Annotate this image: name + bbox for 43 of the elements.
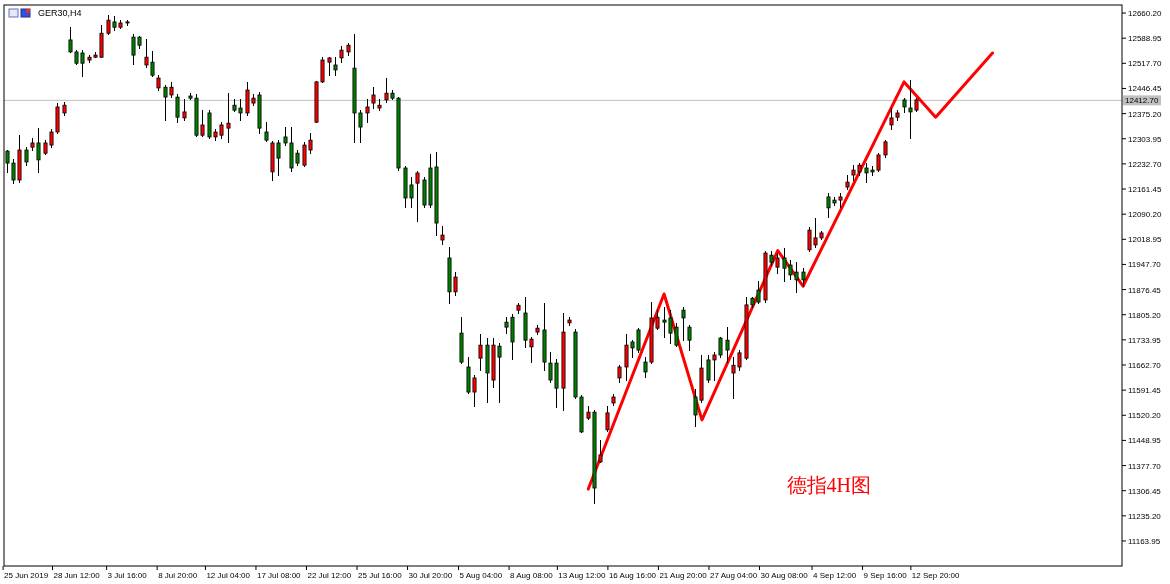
y-tick-label: 11377.70: [1128, 461, 1162, 471]
y-tick-label: 12660.20: [1128, 9, 1162, 19]
x-tick-label: 12 Jul 04:00: [206, 571, 251, 580]
x-tick-label: 12 Sep 20:00: [911, 571, 961, 580]
y-tick-label: 11947.70: [1128, 260, 1162, 270]
y-tick-label: 11448.95: [1128, 436, 1162, 446]
y-tick-label: 11805.20: [1128, 310, 1162, 320]
x-tick-label: 4 Sep 12:00: [813, 571, 857, 580]
y-tick-label: 11876.45: [1128, 285, 1162, 295]
x-tick-label: 9 Sep 16:00: [863, 571, 908, 580]
y-tick-label: 12375.20: [1128, 109, 1162, 119]
x-tick-label: 28 Jun 12:00: [53, 571, 101, 580]
x-tick-label: 5 Aug 04:00: [459, 571, 503, 580]
y-tick-label: 12588.95: [1128, 34, 1162, 44]
x-tick-label: 8 Jul 20:00: [158, 571, 198, 580]
x-tick-label: 21 Aug 20:00: [659, 571, 708, 580]
x-tick-label: 22 Jul 12:00: [307, 571, 352, 580]
y-tick-label: 12161.45: [1128, 185, 1162, 195]
y-tick-label: 11235.20: [1128, 511, 1162, 521]
x-tick-label: 13 Aug 12:00: [558, 571, 607, 580]
y-tick-label: 12232.70: [1128, 159, 1162, 169]
x-tick-label: 27 Aug 04:00: [709, 571, 758, 580]
y-tick-label: 11591.45: [1128, 386, 1162, 396]
y-tick-label: 12446.45: [1128, 84, 1162, 94]
y-tick-label: 11733.95: [1128, 335, 1162, 345]
x-tick-label: 17 Jul 08:00: [256, 571, 302, 580]
x-tick-label: 25 Jun 2019: [4, 571, 49, 580]
chart-title: GER30,H4: [38, 8, 82, 18]
annotation: 德指4H图: [786, 473, 872, 496]
x-tick-label: 30 Aug 08:00: [760, 571, 809, 580]
x-tick-label: 3 Jul 16:00: [107, 571, 148, 580]
y-tick-label: 11163.95: [1128, 536, 1161, 546]
x-tick-label: 8 Aug 08:00: [510, 571, 554, 580]
y-tick-label: 12090.20: [1128, 210, 1162, 220]
x-tick-label: 25 Jul 16:00: [358, 571, 403, 580]
y-tick-label: 12018.95: [1128, 235, 1162, 245]
y-tick-label: 12303.95: [1128, 134, 1162, 144]
y-tick-label: 11520.20: [1128, 411, 1162, 421]
y-tick-label: 12517.70: [1128, 59, 1162, 69]
y-tick-label: 11662.70: [1128, 360, 1162, 370]
y-tick-label: 11306.45: [1128, 486, 1162, 496]
x-tick-label: 30 Jul 20:00: [408, 571, 453, 580]
x-tick-label: 16 Aug 16:00: [608, 571, 657, 580]
